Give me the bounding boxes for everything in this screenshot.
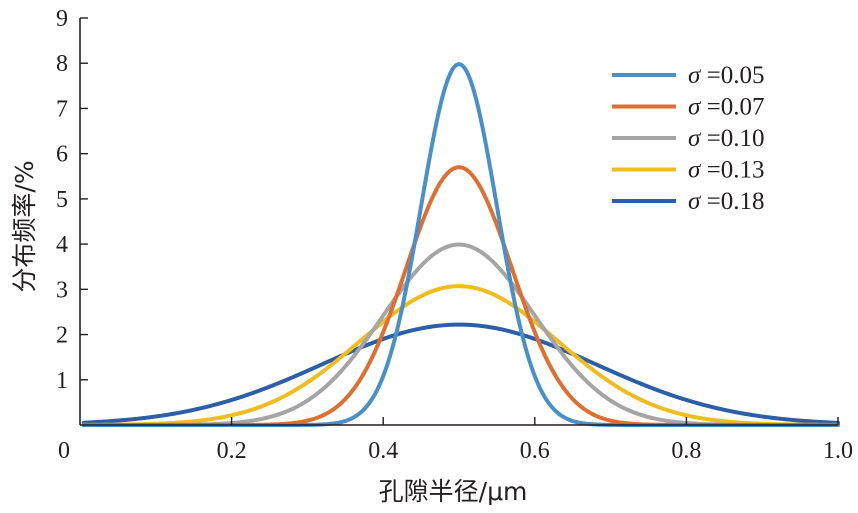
x-tick-label: 0.4 (368, 438, 398, 464)
legend-label: σ =0.07 (688, 94, 764, 121)
legend-label: σ =0.10 (688, 125, 764, 152)
y-tick-label: 7 (56, 96, 68, 122)
x-tick-label: 0.6 (520, 438, 550, 464)
series-line-sigma-0-10 (81, 242, 840, 427)
y-ticks: 1 2 3 4 5 6 7 8 9 (56, 6, 88, 394)
x-origin-tick-label: 0 (58, 438, 70, 464)
y-tick-label: 6 (56, 142, 68, 168)
legend-label: σ =0.13 (688, 157, 764, 184)
y-axis-title: 分布频率/% (10, 160, 39, 292)
y-tick-label: 5 (56, 187, 68, 213)
legend: σ =0.05 σ =0.07 σ =0.10 σ =0.13 σ =0.18 (612, 62, 764, 215)
x-ticks: 0.2 0.4 0.6 0.8 1.0 (217, 417, 853, 464)
y-tick-label: 8 (56, 51, 68, 77)
x-tick-label: 0.2 (217, 438, 247, 464)
y-tick-label: 1 (56, 368, 68, 394)
y-tick-label: 2 (56, 323, 68, 349)
legend-label: σ =0.18 (688, 188, 764, 215)
series-line-sigma-0-18 (81, 322, 840, 425)
y-tick-label: 9 (56, 6, 68, 32)
series-line-sigma-0-13 (81, 284, 840, 427)
y-tick-label: 3 (56, 277, 68, 303)
x-axis-title: 孔隙半径/μm (379, 477, 528, 506)
y-tick-label: 4 (56, 232, 68, 258)
axes (79, 18, 838, 426)
x-tick-label: 0.8 (671, 438, 701, 464)
x-tick-label: 1.0 (823, 438, 853, 464)
legend-label: σ =0.05 (688, 62, 764, 89)
